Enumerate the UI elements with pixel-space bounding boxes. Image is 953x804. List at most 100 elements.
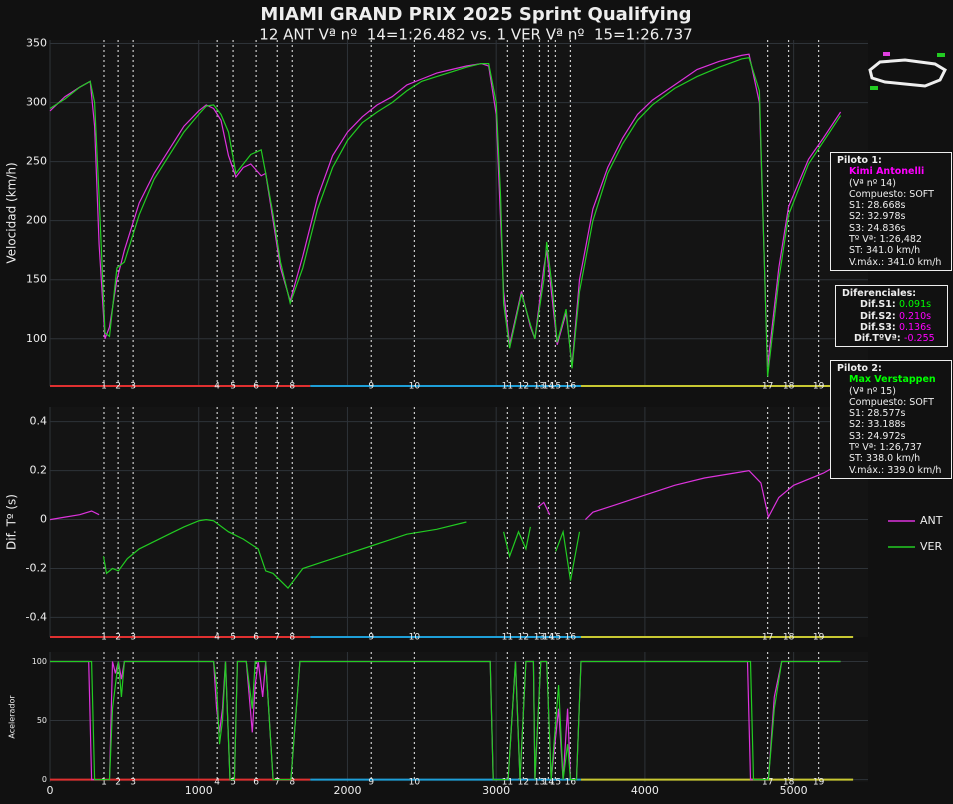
y-tick-label: 0 xyxy=(40,513,47,526)
info-line: Compuesto: SOFT xyxy=(849,396,934,408)
info-box: Diferenciales: Dif.S1: 0.091s Dif.S2: 0.21… xyxy=(835,285,948,348)
corner-label: 6 xyxy=(253,778,259,788)
corner-label: 15 xyxy=(550,633,561,643)
corner-label: 14 xyxy=(543,778,555,788)
row: Max Verstappen xyxy=(837,374,945,385)
diff-label: Dif.S1: xyxy=(860,299,896,311)
row: Piloto 2: xyxy=(837,363,945,374)
y-tick-label: 150 xyxy=(26,273,47,286)
corner-label: 4 xyxy=(214,382,220,392)
series-line xyxy=(102,518,581,590)
corner-label: 10 xyxy=(409,382,421,392)
info-line: V.máx.: 339.0 km/h xyxy=(849,464,942,476)
corner-label: 10 xyxy=(409,778,421,788)
plot-area xyxy=(50,407,868,637)
y-tick-label: -0.4 xyxy=(26,610,47,623)
row: S3: 24.972s xyxy=(837,431,945,442)
y-tick-label: 250 xyxy=(26,155,47,168)
x-tick-label: 4000 xyxy=(631,784,659,797)
corner-label: 9 xyxy=(368,382,374,392)
row: ST: 341.0 km/h xyxy=(837,245,945,256)
corner-label: 14 xyxy=(543,633,555,643)
corner-label: 3 xyxy=(130,382,136,392)
corner-label: 11 xyxy=(502,633,513,643)
series-line xyxy=(49,57,842,377)
corner-label: 15 xyxy=(550,778,561,788)
info-line: S1: 28.577s xyxy=(849,408,906,420)
row: S3: 24.836s xyxy=(837,223,945,234)
corner-label: 8 xyxy=(289,382,295,392)
y-axis-label: Acelerador xyxy=(8,695,17,739)
corner-label: 1 xyxy=(101,382,107,392)
info-line: S2: 32.978s xyxy=(849,211,906,223)
corner-label: 1 xyxy=(101,778,107,788)
corner-label: 5 xyxy=(230,633,236,643)
diff-label: Dif.S3: xyxy=(860,321,896,333)
row: Dif.S1: 0.091s xyxy=(842,299,941,310)
info-line: (Vª nº 14) xyxy=(849,177,897,189)
chart-subtitle: 12 ANT Vª nº 14=1:26,482 vs. 1 VER Vª nº… xyxy=(259,26,692,44)
corner-label: 16 xyxy=(565,778,577,788)
corner-label: 9 xyxy=(368,633,374,643)
series-line xyxy=(49,462,841,521)
x-tick-label: 3000 xyxy=(482,784,510,797)
corner-label: 15 xyxy=(550,382,561,392)
corner-label: 19 xyxy=(813,633,825,643)
row: V.máx.: 341.0 km/h xyxy=(837,257,945,268)
corner-label: 18 xyxy=(783,633,795,643)
corner-label: 6 xyxy=(253,633,259,643)
row: Piloto 1: xyxy=(837,155,945,166)
row: Compuesto: SOFT xyxy=(837,397,945,408)
driver-name: Kimi Antonelli xyxy=(849,166,925,178)
row: Dif.S3: 0.136s xyxy=(842,322,941,333)
corner-label: 2 xyxy=(115,382,121,392)
row: S2: 33.188s xyxy=(837,419,945,430)
row: Kimi Antonelli xyxy=(837,166,945,177)
x-tick-label: 0 xyxy=(47,784,54,797)
diff-value: 0.210s xyxy=(898,310,932,322)
y-tick-label: 300 xyxy=(26,96,47,109)
y-tick-label: 0.4 xyxy=(30,415,48,428)
info-box: Piloto 1: Kimi Antonelli (Vª nº 14) Compues… xyxy=(830,152,952,271)
corner-label: 11 xyxy=(502,382,513,392)
corner-label: 12 xyxy=(518,382,529,392)
row: Dif.S2: 0.210s xyxy=(842,311,941,322)
series-line xyxy=(50,660,841,781)
diff-value: 0.136s xyxy=(898,321,932,333)
row: Compuesto: SOFT xyxy=(837,189,945,200)
corner-label: 17 xyxy=(762,633,773,643)
info-line: ST: 338.0 km/h xyxy=(849,453,921,465)
row: V.máx.: 339.0 km/h xyxy=(837,465,945,476)
corner-label: 8 xyxy=(289,633,295,643)
plot-area xyxy=(50,40,868,386)
info-line: S3: 24.836s xyxy=(849,222,906,234)
y-tick-label: 0 xyxy=(42,775,47,784)
corner-label: 6 xyxy=(253,382,259,392)
x-tick-label: 2000 xyxy=(333,784,361,797)
corner-label: 17 xyxy=(762,778,773,788)
info-line: S2: 33.188s xyxy=(849,419,906,431)
corner-label: 7 xyxy=(274,778,280,788)
info-line: V.máx.: 341.0 km/h xyxy=(849,256,942,268)
corner-label: 13 xyxy=(534,382,545,392)
corner-label: 9 xyxy=(368,778,374,788)
y-tick-label: 350 xyxy=(26,37,47,50)
driver-name: Max Verstappen xyxy=(849,374,936,386)
row: S1: 28.668s xyxy=(837,200,945,211)
row: Diferenciales: xyxy=(842,288,941,299)
info-line: Tº Vª: 1:26,482 xyxy=(849,234,922,246)
corner-label: 5 xyxy=(230,382,236,392)
row: (Vª nº 15) xyxy=(837,386,945,397)
corner-label: 5 xyxy=(230,778,236,788)
row: Tº Vª: 1:26,737 xyxy=(837,442,945,453)
corner-label: 3 xyxy=(130,633,136,643)
info-line: S3: 24.972s xyxy=(849,430,906,442)
y-axis-label: Velocidad (km/h) xyxy=(5,162,19,263)
y-tick-label: 100 xyxy=(26,332,47,345)
diff-label: Dif.TºVª: xyxy=(854,333,901,345)
info-line: S1: 28.668s xyxy=(849,200,906,212)
row: Tº Vª: 1:26,482 xyxy=(837,234,945,245)
info-box: Piloto 2: Max Verstappen (Vª nº 15) Compues… xyxy=(830,360,952,479)
info-line: Tº Vª: 1:26,737 xyxy=(849,442,922,454)
